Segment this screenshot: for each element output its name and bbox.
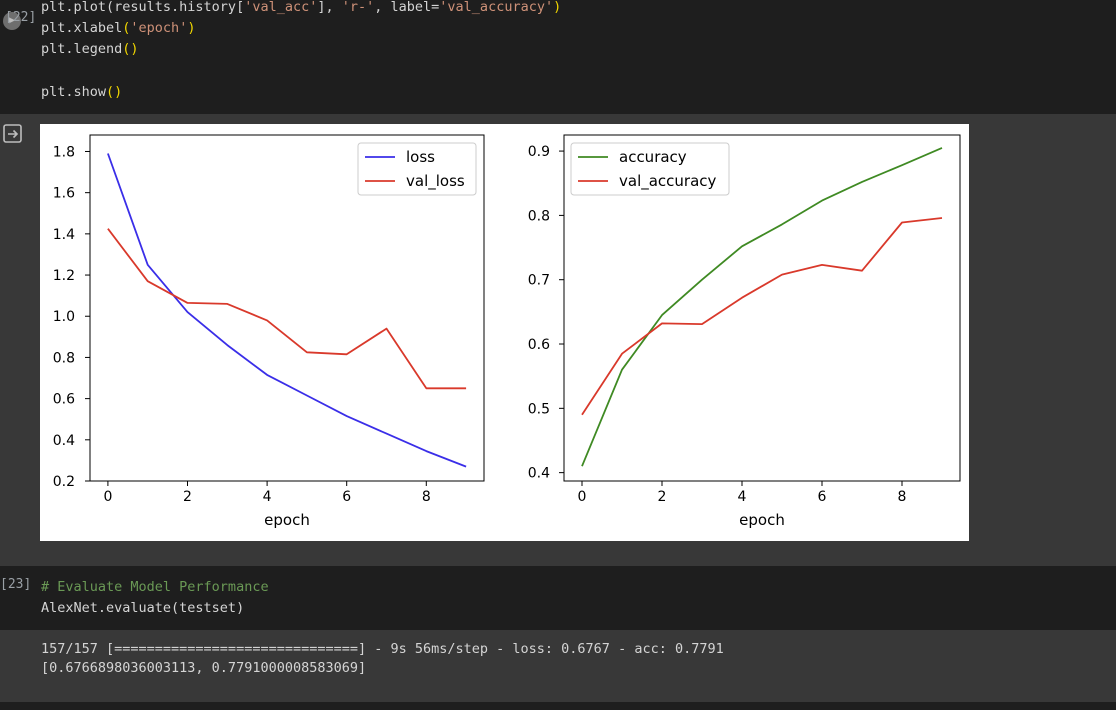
code-line-3: plt.legend() [41, 41, 139, 57]
y-tick-label-1-0.4: 0.4 [528, 466, 550, 482]
series-line-val_loss [107, 228, 467, 390]
code-comment: # Evaluate Model Performance [41, 579, 269, 595]
y-tick-label-0-0.4: 0.4 [53, 433, 75, 449]
next-cell-edge [0, 702, 1116, 710]
matplotlib-figure: 0 2 4 6 8 0.2 0.4 0.6 0.8 1.0 1.2 1.4 1.6 1.8 epoch los… [40, 124, 969, 541]
x-axis-label-1: epoch [739, 511, 785, 529]
x-tick-label-0-2: 2 [183, 489, 192, 505]
legend-label-loss: loss [406, 148, 435, 166]
y-tick-label-0-0.6: 0.6 [53, 392, 75, 408]
y-tick-label-1-0.8: 0.8 [528, 208, 550, 224]
axes-frame-0 [89, 134, 485, 482]
y-tick-label-1-0.6: 0.6 [528, 337, 550, 353]
code-line-evaluate: AlexNet.evaluate(testset) [41, 600, 245, 616]
y-tick-label-0-1.4: 1.4 [53, 227, 75, 243]
output-redirect-icon[interactable] [2, 123, 24, 145]
series-line-accuracy [581, 147, 943, 467]
code-line-4: plt.show() [41, 84, 123, 100]
legend-label-accuracy: accuracy [619, 148, 687, 166]
figure-canvas: 0 2 4 6 8 0.2 0.4 0.6 0.8 1.0 1.2 1.4 1.6 1.8 epoch los… [53, 134, 961, 529]
series-line-val_accuracy [581, 217, 943, 416]
code-cell-23[interactable]: [23] # Evaluate Model Performance AlexNe… [0, 566, 1116, 630]
execution-count-22: [22] [5, 10, 37, 25]
y-tick-label-1-0.5: 0.5 [528, 401, 550, 417]
y-tick-label-0-1.2: 1.2 [53, 268, 75, 284]
x-tick-label-0-0: 0 [103, 489, 112, 505]
y-tick-label-1-0.9: 0.9 [528, 144, 550, 160]
y-tick-label-0-1: 1.0 [53, 309, 75, 325]
x-tick-label-0-6: 6 [342, 489, 351, 505]
x-tick-label-0-4: 4 [263, 489, 272, 505]
legend-label-val_accuracy: val_accuracy [619, 172, 717, 191]
y-tick-label-0-0.2: 0.2 [53, 474, 75, 490]
x-tick-label-1-2: 2 [658, 489, 667, 505]
x-tick-label-0-8: 8 [422, 489, 431, 505]
code-cell-22[interactable]: ▶ [22] plt.plot(results.history['val_acc… [0, 0, 1116, 114]
legend-box-0 [357, 142, 477, 196]
legend-label-val_loss: val_loss [406, 172, 465, 191]
output-progress-line: 157/157 [==============================]… [41, 641, 724, 657]
code-line-2: plt.xlabel('epoch') [41, 20, 196, 36]
x-tick-label-1-0: 0 [578, 489, 587, 505]
legend-box-1 [570, 142, 730, 196]
output-result-line: [0.6766898036003113, 0.7791000008583069] [41, 660, 367, 676]
y-tick-label-0-1.8: 1.8 [53, 144, 75, 160]
y-tick-label-0-0.8: 0.8 [53, 350, 75, 366]
y-tick-label-1-0.7: 0.7 [528, 273, 550, 289]
axes-frame-1 [563, 134, 961, 482]
series-line-loss [107, 153, 467, 468]
execution-count-23: [23] [0, 577, 32, 592]
run-cell-icon[interactable]: ▶ [3, 12, 21, 30]
x-tick-label-1-8: 8 [898, 489, 907, 505]
x-axis-label-0: epoch [264, 511, 310, 529]
code-line-1: plt.plot(results.history['val_acc'], 'r-… [41, 0, 562, 15]
x-tick-label-1-6: 6 [818, 489, 827, 505]
y-tick-label-0-1.6: 1.6 [53, 186, 75, 202]
x-tick-label-1-4: 4 [738, 489, 747, 505]
